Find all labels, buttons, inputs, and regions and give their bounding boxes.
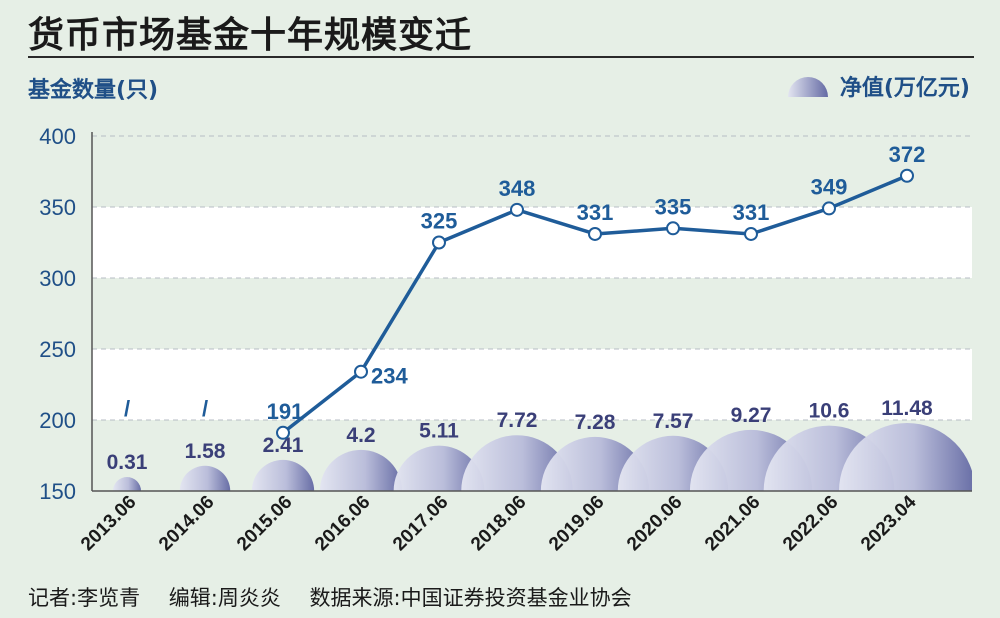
data-source: 数据来源:中国证券投资基金业协会 (309, 586, 632, 610)
fund-count-label: / (124, 396, 130, 421)
chart-title: 货币市场基金十年规模变迁 (28, 15, 473, 56)
fund-count-label: 335 (655, 194, 692, 219)
x-tick-label: 2022.06 (779, 492, 842, 555)
fund-count-label: 331 (577, 200, 614, 225)
fund-count-point (432, 235, 446, 250)
nav-label: 2.41 (263, 434, 304, 457)
nav-bubble (319, 449, 403, 491)
y-tick-label: 250 (39, 337, 76, 362)
legend-bubble-icon (787, 77, 828, 97)
x-tick-label: 2021.06 (701, 492, 764, 555)
nav-bubble (251, 459, 315, 491)
x-tick-label: 2023.04 (857, 491, 921, 555)
x-tick-label: 2019.06 (545, 492, 608, 555)
y-axis-label: 基金数量(只) (28, 78, 159, 103)
fund-count-label: 325 (421, 209, 458, 234)
nav-label: 5.11 (419, 420, 459, 443)
x-tick-label: 2016.06 (311, 492, 374, 555)
x-tick-label: 2017.06 (389, 492, 452, 555)
fund-count-point (744, 226, 758, 241)
title-divider (28, 56, 974, 58)
nav-bubble (839, 423, 972, 491)
nav-bubble (179, 465, 231, 491)
fund-count-point (276, 425, 290, 440)
bubble-layer (113, 423, 972, 491)
plot-band (92, 349, 972, 420)
nav-label: 10.6 (809, 400, 850, 423)
nav-bubble (113, 477, 141, 491)
fund-count-point (510, 202, 524, 217)
fund-count-point (588, 226, 602, 241)
editor-credit: 编辑:周炎炎 (168, 586, 281, 610)
y-tick-label: 400 (39, 124, 76, 149)
nav-label: 11.48 (881, 397, 933, 420)
fund-count-label: 349 (811, 174, 848, 199)
legend-label: 净值(万亿元) (839, 76, 970, 101)
reporter-credit: 记者:李览青 (28, 586, 141, 610)
fund-count-point (822, 201, 836, 216)
nav-label: 4.2 (346, 424, 375, 447)
fund-count-label: 331 (733, 200, 770, 225)
nav-bubble (393, 445, 485, 491)
fund-count-label: 234 (371, 364, 408, 389)
fund-count-label: 348 (499, 176, 536, 201)
fund-count-point (354, 364, 368, 379)
footer: 记者:李览青 编辑:周炎炎 数据来源:中国证券投资基金业协会 (28, 582, 654, 612)
nav-label: 0.31 (107, 451, 148, 474)
x-tick-label: 2013.06 (77, 492, 140, 555)
y-tick-label: 200 (39, 408, 76, 433)
x-tick-label: 2018.06 (467, 492, 530, 555)
x-tick-label: 2014.06 (155, 492, 218, 555)
fund-count-label: 191 (267, 399, 304, 424)
nav-label: 7.28 (575, 411, 616, 434)
fund-count-label: / (202, 396, 208, 421)
nav-label: 1.58 (185, 440, 226, 463)
x-tick-label: 2015.06 (233, 492, 296, 555)
fund-count-point (666, 221, 680, 236)
fund-count-label: 372 (889, 142, 926, 167)
nav-label: 7.72 (497, 409, 538, 432)
y-tick-label: 300 (39, 266, 76, 291)
y-tick-label: 150 (39, 479, 76, 504)
nav-label: 7.57 (653, 410, 694, 433)
fund-count-point (900, 168, 914, 183)
y-tick-label: 350 (39, 195, 76, 220)
nav-label: 9.27 (731, 404, 772, 427)
legend: 净值(万亿元) (786, 70, 970, 102)
plot-band (92, 207, 972, 278)
x-tick-label: 2020.06 (623, 492, 686, 555)
